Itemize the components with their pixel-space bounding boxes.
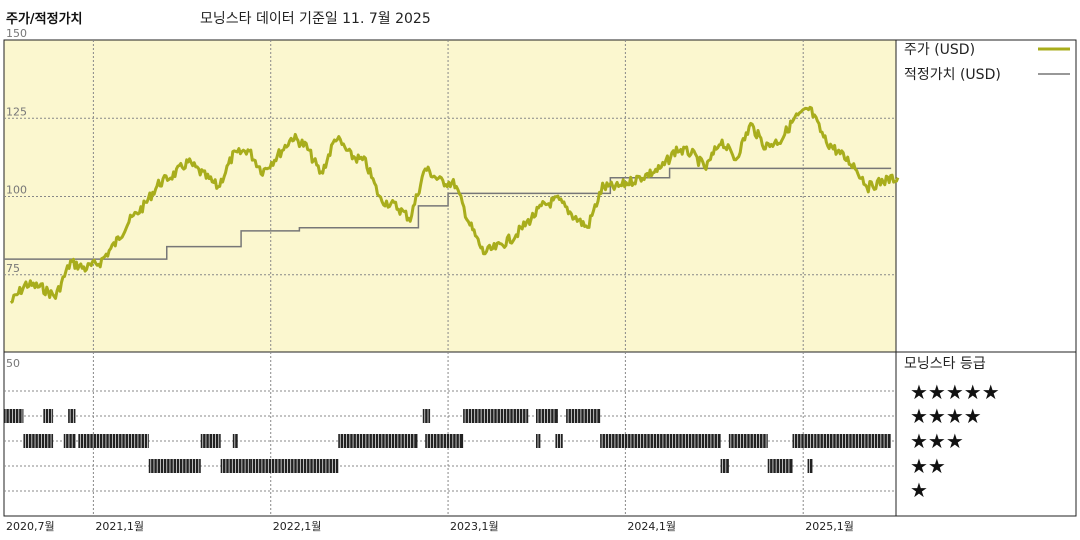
fair-value-series	[4, 167, 892, 260]
rating-bar-3-star-8	[555, 434, 563, 448]
fair-value-line	[4, 167, 892, 260]
y-tick-150: 150	[6, 27, 27, 40]
rating-bars	[4, 409, 891, 473]
rating-bar-4-star-6	[566, 409, 601, 423]
y-tick-125: 125	[6, 105, 27, 118]
rating-bar-4-star-5	[535, 409, 558, 423]
legend-rating-title: 모닝스타 등급	[904, 356, 986, 372]
rating-bar-3-star-10	[728, 434, 768, 448]
price-line	[9, 105, 900, 304]
legend-fair-value-label: 적정가치 (USD)	[904, 67, 1001, 83]
rating-bar-4-star-3	[422, 409, 431, 423]
rating-bar-4-star-1	[43, 409, 54, 423]
rating-label-4: ★★★★	[910, 404, 982, 428]
x-tick-5: 2025,1월	[805, 520, 854, 533]
rating-bar-3-star-0	[23, 434, 54, 448]
rating-bar-3-star-4	[232, 434, 238, 448]
legend-price-label: 주가 (USD)	[904, 42, 975, 58]
rating-bar-4-star-0	[4, 409, 24, 423]
rating-bar-3-star-12	[814, 434, 891, 448]
rating-bar-4-star-2	[68, 409, 76, 423]
rating-label-3: ★★★	[910, 429, 964, 453]
axis-ticks: 150 125 100 75 50 2020,7월 2021,1월 2022,1월 2023,1…	[6, 27, 854, 533]
rating-bar-3-star-5	[338, 434, 418, 448]
rating-bar-2-star-2	[250, 459, 339, 473]
rating-bar-3-star-7	[535, 434, 541, 448]
rating-bar-2-star-5	[807, 459, 813, 473]
y-tick-50: 50	[6, 357, 20, 370]
chart-title: 주가/적정가치	[6, 12, 83, 27]
x-tick-3: 2023,1월	[450, 520, 499, 533]
legend-panel	[895, 39, 1077, 517]
x-tick-4: 2024,1월	[627, 520, 676, 533]
y-tick-75: 75	[6, 262, 20, 275]
rating-bar-2-star-0	[148, 459, 201, 473]
rating-label-1: ★	[910, 478, 928, 502]
rating-bar-2-star-4	[767, 459, 793, 473]
x-tick-2: 2022,1월	[273, 520, 322, 533]
rating-bar-3-star-11	[792, 434, 815, 448]
rating-bar-3-star-3	[200, 434, 221, 448]
rating-bar-3-star-2	[78, 434, 149, 448]
rating-bar-2-star-3	[720, 459, 729, 473]
chart-subtitle: 모닝스타 데이터 기준일 11. 7월 2025	[200, 11, 431, 27]
rating-label-2: ★★	[910, 454, 946, 478]
rating-bar-3-star-9	[600, 434, 721, 448]
y-tick-100: 100	[6, 184, 27, 197]
x-tick-0: 2020,7월	[6, 520, 55, 533]
rating-bar-4-star-4	[463, 409, 529, 423]
rating-bar-3-star-6	[425, 434, 464, 448]
price-series	[9, 105, 900, 304]
rating-bar-2-star-1	[220, 459, 251, 473]
rating-bar-3-star-1	[63, 434, 76, 448]
rating-label-5: ★★★★★	[910, 380, 1000, 404]
x-tick-1: 2021,1월	[95, 520, 144, 533]
